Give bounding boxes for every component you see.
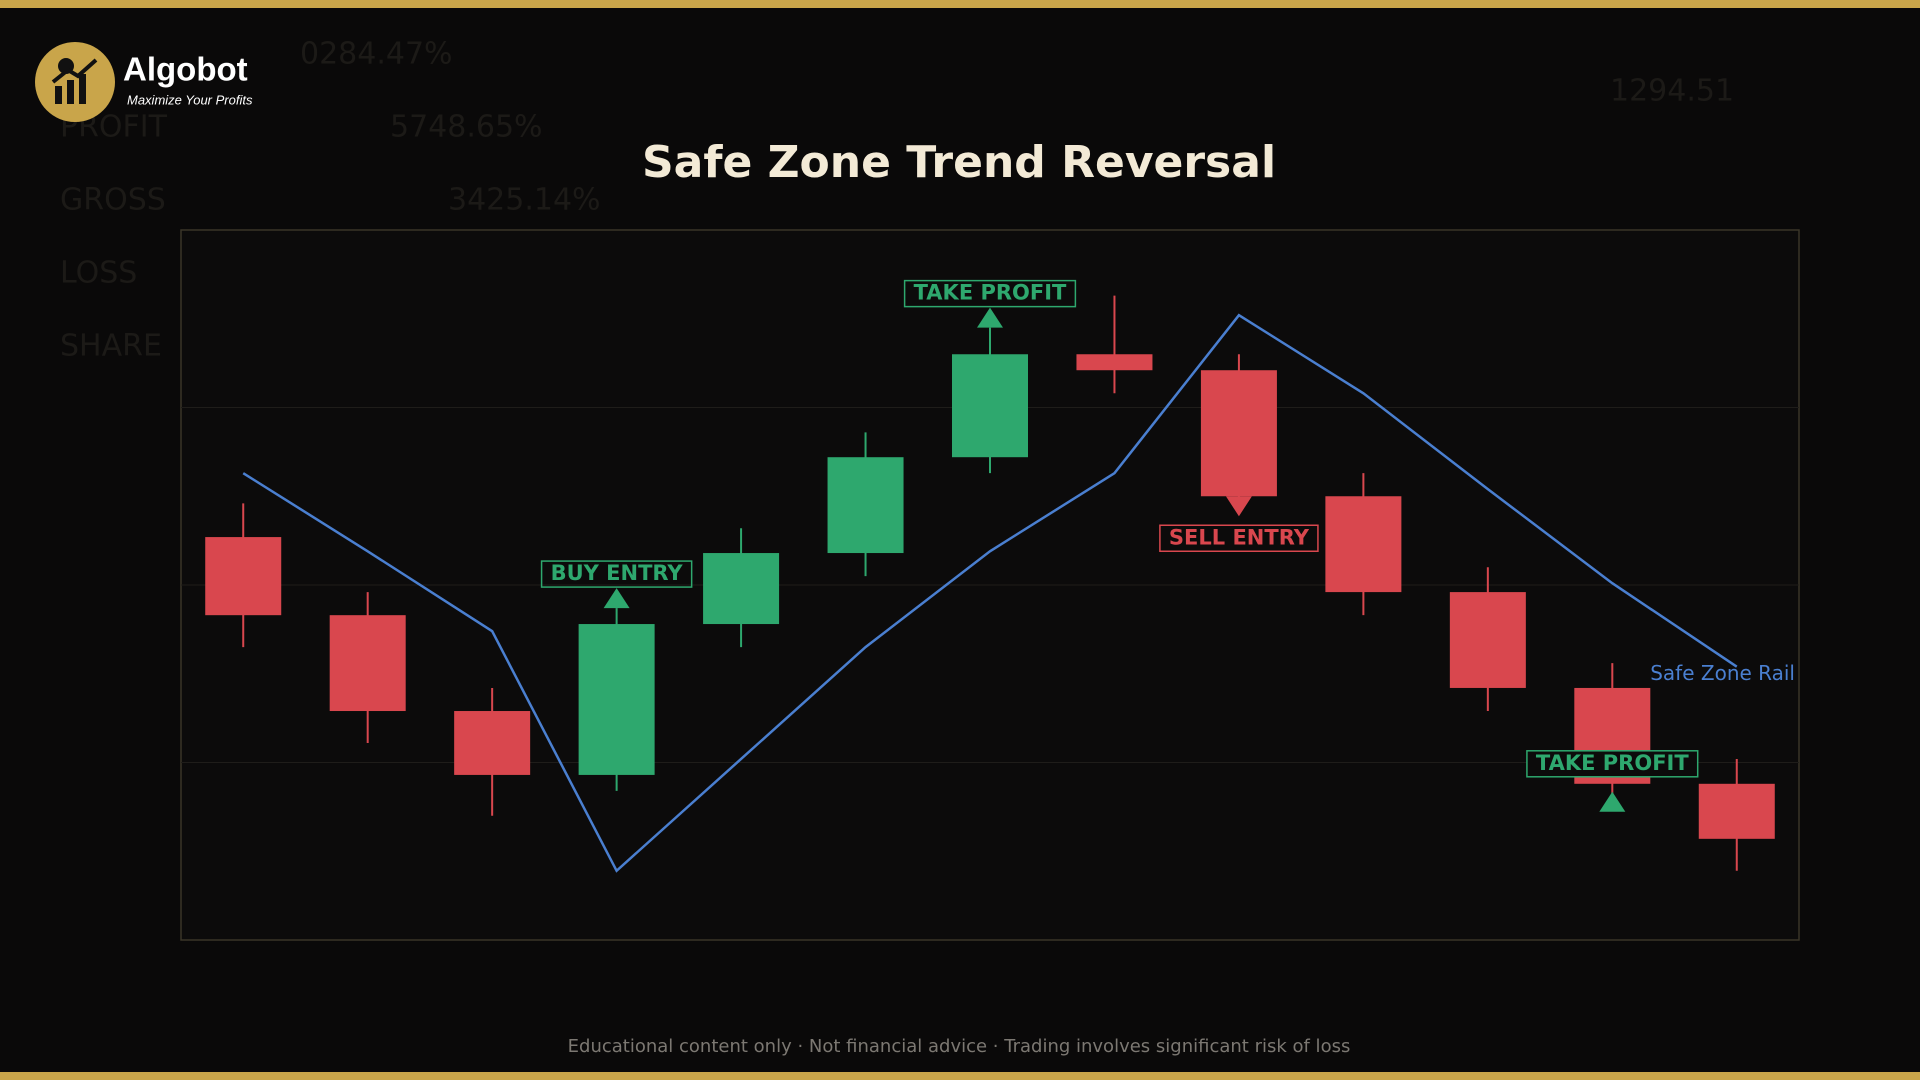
annotation-label: TAKE PROFIT (1536, 751, 1689, 775)
annotation: TAKE PROFIT (903, 279, 1077, 328)
logo-icon (79, 74, 86, 104)
logo-icon (67, 80, 74, 104)
brand-name: Algobot (123, 51, 248, 88)
background-text: LOSS (60, 256, 137, 291)
candle-body (329, 615, 406, 712)
background-text: 0284.47% (300, 37, 453, 72)
candle-body (703, 553, 780, 625)
annotation-box (1526, 750, 1699, 778)
candle-body (1325, 496, 1402, 593)
candle-body (1698, 783, 1775, 839)
candle-body (1449, 592, 1526, 688)
chart-title: Safe Zone Trend Reversal (642, 137, 1276, 188)
background-text: 5748.65% (390, 110, 543, 145)
annotation: TAKE PROFIT (1526, 750, 1699, 812)
annotation-arrow (1599, 791, 1626, 812)
annotation-label: SELL ENTRY (1169, 525, 1310, 549)
bottom-bar (0, 1072, 1920, 1080)
annotation-arrow (977, 307, 1003, 328)
annotation: BUY ENTRY (540, 560, 693, 609)
disclaimer: Educational content only · Not financial… (568, 1036, 1351, 1057)
annotation-arrow (1225, 496, 1252, 517)
background-text: GROSS (60, 183, 166, 218)
candle-body (1076, 354, 1153, 371)
rail-line (242, 313, 1738, 873)
candle-body (827, 457, 904, 554)
annotation-box (1159, 524, 1319, 552)
candle-body (205, 537, 282, 616)
annotation-box (903, 279, 1077, 308)
brand-tagline: Maximize Your Profits (127, 92, 253, 107)
annotation-label: TAKE PROFIT (914, 281, 1067, 305)
background-text: SHARE (60, 329, 162, 364)
annotation: SELL ENTRY (1159, 496, 1319, 552)
series-label: Safe Zone Rail (1650, 661, 1795, 685)
background-decor: 0284.47%PROFIT 5748.65%GROSS 3425.14%LOSSS… (60, 37, 1734, 364)
candle-body (454, 711, 531, 775)
candle-body (578, 624, 655, 775)
logo-badge (35, 42, 115, 122)
annotation-box (540, 560, 693, 588)
annotation-label: BUY ENTRY (551, 561, 684, 585)
logo-icon (51, 58, 98, 84)
candle-body (1200, 370, 1277, 497)
annotation-arrow (603, 588, 630, 609)
top-bar (0, 0, 1920, 8)
background-text: 3425.14% (448, 183, 601, 218)
annotation-bg (1526, 750, 1698, 777)
logo-icon (55, 86, 62, 104)
candle-body (952, 354, 1028, 458)
logo: Algobot Maximize Your Profits (35, 42, 253, 122)
background-text: 1294.51 (1610, 74, 1734, 109)
